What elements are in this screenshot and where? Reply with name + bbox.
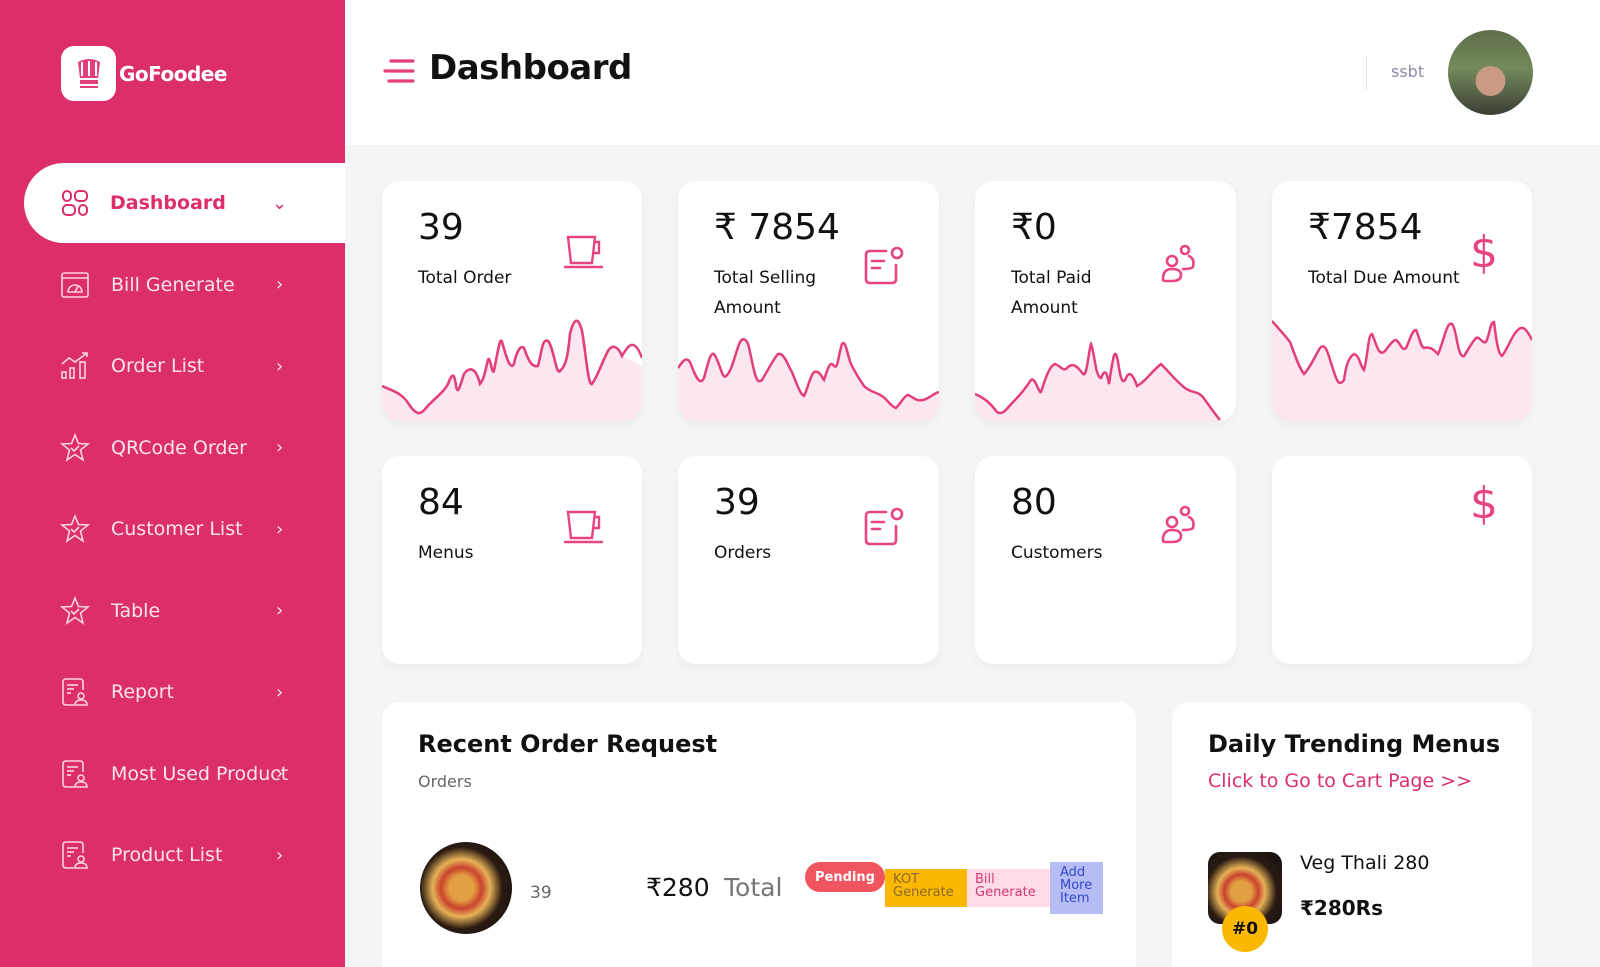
brand-logo[interactable]: GoFoodee bbox=[61, 46, 227, 101]
page-title: Dashboard bbox=[429, 48, 632, 88]
stat-value: 39 bbox=[418, 207, 464, 248]
menu-icon[interactable] bbox=[383, 57, 415, 85]
rank-badge: #0 bbox=[1222, 906, 1268, 952]
grid-icon bbox=[62, 190, 88, 216]
stat-value: 39 bbox=[714, 482, 760, 523]
sidebar-item-report[interactable]: Report › bbox=[0, 652, 345, 732]
stat-value: ₹7854 bbox=[1308, 207, 1423, 248]
notification-card-icon bbox=[864, 507, 904, 546]
sidebar-item-label: Table bbox=[111, 599, 161, 622]
users-icon bbox=[1161, 505, 1195, 544]
chevron-right-icon: › bbox=[276, 600, 284, 621]
stat-label: Customers bbox=[1011, 543, 1103, 563]
star-check-icon bbox=[60, 432, 90, 462]
sidebar-item-table[interactable]: Table › bbox=[0, 571, 345, 651]
stat-card-menus: 84 Menus bbox=[382, 456, 642, 664]
document-user-icon bbox=[62, 841, 88, 869]
sidebar-item-label: Most Used Product bbox=[111, 762, 289, 785]
chevron-right-icon: › bbox=[276, 518, 284, 540]
sidebar-nav: Dashboard ⌄ Bill Generate › Order List › bbox=[0, 163, 345, 897]
sidebar-item-bill-generate[interactable]: Bill Generate › bbox=[0, 245, 345, 325]
add-more-item-button[interactable]: Add More Item bbox=[1050, 862, 1103, 914]
star-check-icon bbox=[60, 595, 90, 625]
chevron-right-icon: › bbox=[276, 844, 284, 866]
chevron-right-icon: › bbox=[276, 763, 284, 784]
stat-card-empty: $ bbox=[1272, 456, 1532, 664]
sparkline-chart bbox=[1272, 320, 1532, 421]
go-to-cart-link[interactable]: Click to Go to Cart Page >> bbox=[1208, 770, 1473, 792]
stat-label: Total Order bbox=[418, 268, 512, 288]
sidebar-item-label: Product List bbox=[111, 844, 223, 866]
panel-title: Daily Trending Menus bbox=[1208, 730, 1501, 758]
stat-card-total-due: ₹7854 Total Due Amount $ bbox=[1272, 181, 1532, 421]
username[interactable]: ssbt bbox=[1391, 62, 1425, 81]
chevron-right-icon: › bbox=[276, 681, 284, 703]
document-user-icon bbox=[62, 678, 88, 706]
stat-card-total-selling: ₹ 7854 Total Selling Amount bbox=[678, 181, 939, 421]
stat-label: Total Paid Amount bbox=[1011, 268, 1092, 318]
users-icon bbox=[1161, 244, 1195, 283]
chevron-right-icon: › bbox=[276, 437, 284, 458]
order-price: ₹280 bbox=[646, 873, 710, 902]
chevron-right-icon: › bbox=[276, 355, 284, 377]
order-quantity: 39 bbox=[530, 883, 552, 903]
dollar-icon: $ bbox=[1470, 227, 1498, 278]
sparkline-chart bbox=[382, 319, 642, 421]
stat-label: Total Selling Amount bbox=[714, 268, 817, 318]
chef-hat-icon bbox=[61, 46, 116, 101]
stat-card-total-paid: ₹0 Total Paid Amount bbox=[975, 181, 1236, 421]
sidebar-item-label: Report bbox=[111, 681, 174, 703]
cup-icon bbox=[563, 510, 604, 544]
panel-title: Recent Order Request bbox=[418, 730, 718, 758]
sidebar: GoFoodee Dashboard ⌄ Bill Generate › Ord… bbox=[0, 0, 345, 967]
stat-value: ₹0 bbox=[1011, 207, 1057, 248]
gauge-window-icon bbox=[61, 271, 89, 298]
sidebar-item-label: Bill Generate bbox=[111, 273, 235, 296]
order-total-label: Total bbox=[724, 873, 783, 902]
sidebar-item-label: Dashboard bbox=[110, 192, 226, 214]
sidebar-item-order-list[interactable]: Order List › bbox=[0, 326, 345, 406]
top-header: Dashboard ssbt bbox=[345, 0, 1600, 145]
stat-label: Orders bbox=[714, 543, 772, 563]
trending-menus-panel: Daily Trending Menus Click to Go to Cart… bbox=[1172, 702, 1532, 967]
menu-name: Veg Thali 280 bbox=[1300, 852, 1430, 874]
sidebar-item-product-list[interactable]: Product List › bbox=[0, 815, 345, 895]
sidebar-item-qrcode-order[interactable]: QRCode Order › bbox=[0, 408, 345, 488]
sparkline-chart bbox=[975, 340, 1236, 421]
chevron-down-icon: ⌄ bbox=[272, 192, 288, 214]
stat-value: 84 bbox=[418, 482, 464, 523]
status-badge-pending[interactable]: Pending bbox=[805, 862, 885, 892]
header-divider bbox=[1366, 56, 1367, 90]
recent-order-panel: Recent Order Request Orders 39 ₹280 Tota… bbox=[382, 702, 1136, 967]
stat-label: Total Due Amount bbox=[1308, 268, 1460, 288]
document-user-icon bbox=[62, 759, 88, 788]
sidebar-item-most-used-product[interactable]: Most Used Product › bbox=[0, 734, 345, 814]
stat-card-orders: 39 Orders bbox=[678, 456, 939, 664]
order-food-image bbox=[420, 842, 512, 934]
stat-card-customers: 80 Customers bbox=[975, 456, 1236, 664]
sparkline-chart bbox=[678, 338, 939, 421]
brand-name: GoFoodee bbox=[119, 61, 227, 86]
stat-value: ₹ 7854 bbox=[714, 207, 840, 248]
avatar[interactable] bbox=[1448, 30, 1533, 115]
sidebar-item-label: Customer List bbox=[111, 518, 243, 540]
chevron-right-icon: › bbox=[276, 274, 284, 295]
sidebar-item-label: Order List bbox=[111, 355, 205, 377]
kot-generate-button[interactable]: KOT Generate bbox=[885, 869, 967, 907]
bill-generate-button[interactable]: Bill Generate bbox=[967, 869, 1050, 907]
panel-subtitle: Orders bbox=[418, 772, 472, 791]
star-check-icon bbox=[60, 514, 90, 543]
notification-card-icon bbox=[864, 246, 904, 285]
sidebar-item-customer-list[interactable]: Customer List › bbox=[0, 489, 345, 569]
dollar-icon: $ bbox=[1470, 478, 1498, 529]
cup-icon bbox=[563, 235, 604, 269]
bar-chart-trend-icon bbox=[61, 352, 88, 379]
stat-label: Menus bbox=[418, 543, 474, 563]
sidebar-item-dashboard[interactable]: Dashboard ⌄ bbox=[24, 163, 345, 243]
stat-value: 80 bbox=[1011, 482, 1057, 523]
menu-price: ₹280Rs bbox=[1300, 896, 1383, 920]
stat-card-total-order: 39 Total Order bbox=[382, 181, 642, 421]
sidebar-item-label: QRCode Order bbox=[111, 436, 247, 459]
